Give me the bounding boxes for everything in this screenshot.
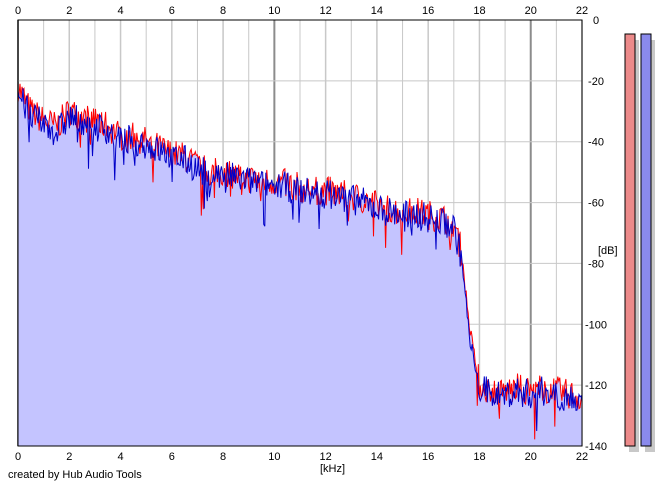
x-tick-label: 12 bbox=[320, 451, 332, 463]
x-tick-label: 12 bbox=[320, 5, 332, 17]
series-layer bbox=[17, 83, 583, 440]
series-line-right bbox=[17, 88, 583, 432]
y-tick-labels: 0 -20 -40 -60 -80 -100 -120 -140 bbox=[585, 15, 607, 453]
x-tick-label: 2 bbox=[66, 5, 72, 17]
y-tick-label: 0 bbox=[593, 15, 599, 27]
x-tick-label: 0 bbox=[15, 5, 21, 17]
spectrum-area bbox=[18, 83, 582, 447]
x-tick-label: 18 bbox=[473, 5, 485, 17]
x-tick-label: 14 bbox=[371, 451, 383, 463]
x-tick-label: 8 bbox=[220, 5, 226, 17]
x-tick-label: 20 bbox=[525, 451, 537, 463]
x-tick-label: 0 bbox=[15, 451, 21, 463]
y-tick-label: -20 bbox=[588, 76, 604, 88]
x-axis-label: [kHz] bbox=[320, 463, 345, 475]
x-tick-label: 8 bbox=[220, 451, 226, 463]
y-axis-label: [dB] bbox=[598, 245, 618, 257]
y-tick-label: -80 bbox=[588, 258, 604, 270]
x-tick-label: 10 bbox=[268, 5, 280, 17]
x-tick-label: 10 bbox=[268, 451, 280, 463]
x-tick-label: 22 bbox=[576, 451, 588, 463]
x-tick-label: 16 bbox=[422, 5, 434, 17]
level-meter bbox=[624, 33, 655, 452]
meter-bar-left bbox=[624, 33, 636, 447]
x-tick-label: 4 bbox=[117, 5, 123, 17]
x-tick-label: 16 bbox=[422, 451, 434, 463]
x-tick-label: 14 bbox=[371, 5, 383, 17]
y-tick-label: -40 bbox=[588, 137, 604, 149]
y-tick-label: -60 bbox=[588, 198, 604, 210]
credit-text: created by Hub Audio Tools bbox=[8, 469, 142, 481]
x-tick-label: 6 bbox=[169, 5, 175, 17]
y-tick-label: -100 bbox=[585, 319, 607, 331]
x-tick-label: 22 bbox=[576, 5, 588, 17]
meter-bar-right bbox=[640, 33, 652, 447]
x-tick-label: 2 bbox=[66, 451, 72, 463]
x-tick-label: 18 bbox=[473, 451, 485, 463]
y-tick-label: -120 bbox=[585, 380, 607, 392]
plot-frame bbox=[17, 19, 583, 447]
x-tick-label: 4 bbox=[117, 451, 123, 463]
x-tick-label: 6 bbox=[169, 451, 175, 463]
area-layer bbox=[18, 83, 582, 447]
x-tick-label: 20 bbox=[525, 5, 537, 17]
y-tick-label: -140 bbox=[585, 441, 607, 453]
